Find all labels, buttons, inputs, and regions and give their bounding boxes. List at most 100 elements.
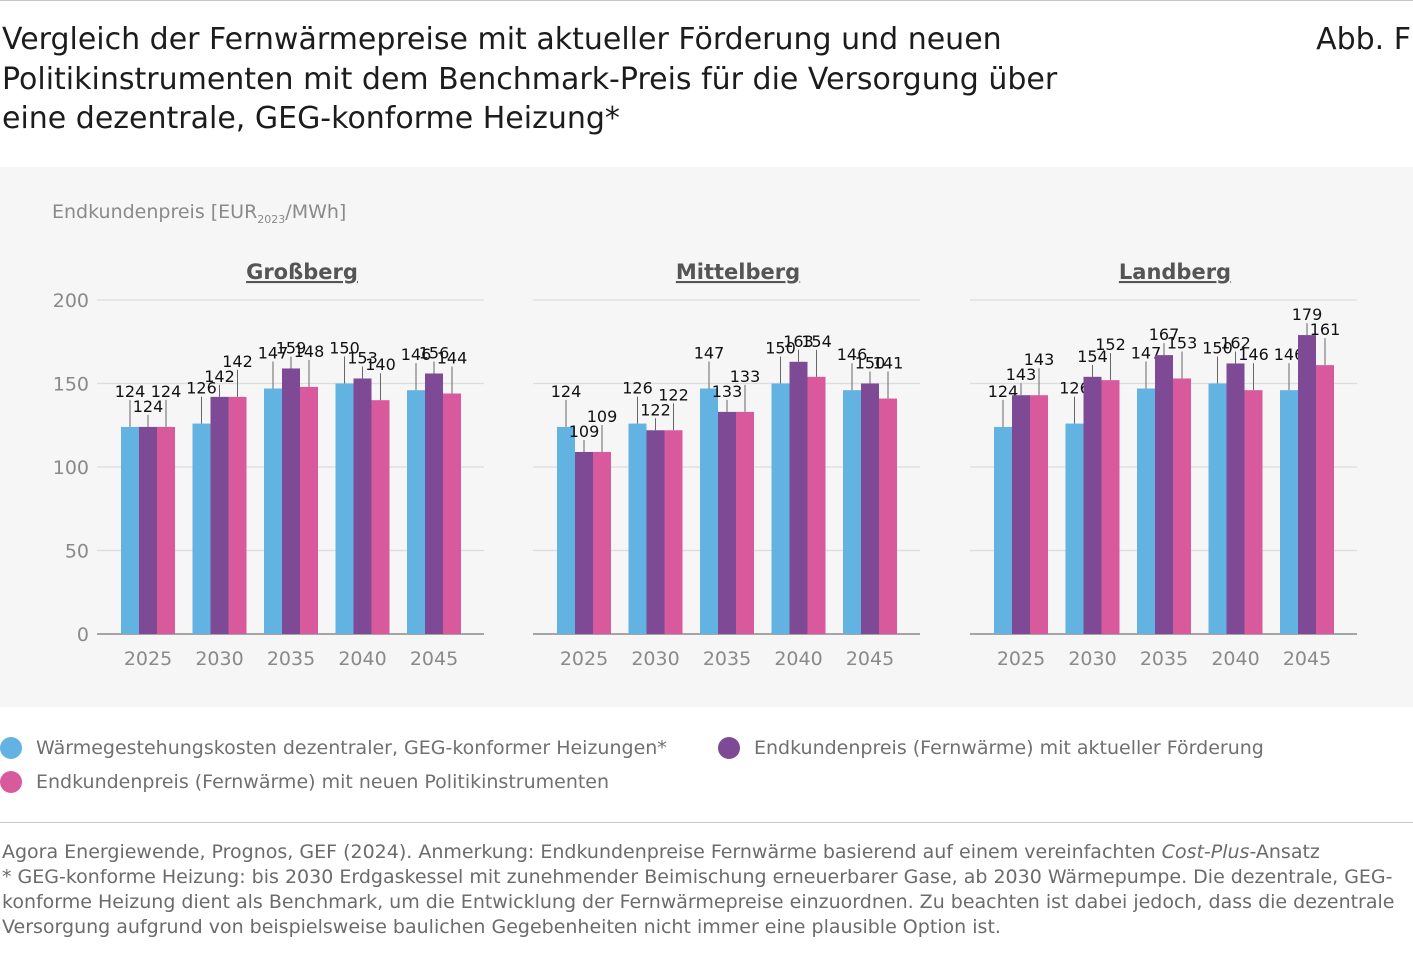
data-label: 122 — [658, 385, 689, 404]
panel-title: Großberg — [246, 260, 358, 284]
bar — [575, 451, 593, 634]
bar — [789, 361, 808, 634]
x-tick-label: 2040 — [1211, 648, 1259, 670]
x-tick-label: 2025 — [997, 648, 1045, 670]
x-tick-label: 2040 — [774, 648, 822, 670]
y-tick-label: 150 — [53, 374, 89, 396]
data-label: 146 — [837, 345, 868, 364]
data-label: 150 — [1202, 339, 1233, 358]
source-divider — [0, 822, 1413, 823]
legend-item-benchmark: Wärmegestehungskosten dezentraler, GEG-k… — [0, 737, 667, 759]
bar — [994, 426, 1012, 634]
x-tick-label: 2035 — [1140, 648, 1188, 670]
data-label: 109 — [587, 407, 618, 426]
bar — [210, 396, 229, 634]
data-label: 126 — [186, 379, 217, 398]
bar — [843, 390, 861, 634]
source-line: Agora Energiewende, Prognos, GEF (2024).… — [2, 840, 1402, 865]
data-label: 161 — [1310, 320, 1341, 339]
chart-panel: Endkundenpreis [EUR2023/MWh] 0 50 100 150 200… — [0, 167, 1413, 707]
bar — [443, 393, 461, 634]
bar — [1137, 388, 1155, 634]
bar — [1280, 390, 1298, 634]
source-note: * GEG-konforme Heizung: bis 2030 Erdgask… — [2, 866, 1395, 938]
legend-dot-blue — [0, 737, 22, 759]
data-label: 126 — [622, 379, 653, 398]
data-label: 142 — [204, 367, 235, 386]
legend: Wärmegestehungskosten dezentraler, GEG-k… — [0, 730, 1413, 800]
data-label: 156 — [419, 343, 450, 362]
data-label: 143 — [1006, 365, 1037, 384]
bar — [371, 400, 390, 634]
data-label: 122 — [640, 400, 671, 419]
bar — [121, 426, 139, 634]
bar — [1316, 365, 1334, 634]
y-tick-label: 200 — [53, 290, 89, 312]
bar — [228, 396, 247, 634]
x-tick-label: 2030 — [195, 648, 243, 670]
legend-dot-pink — [0, 771, 22, 793]
x-tick-label: 2030 — [1068, 648, 1116, 670]
source-prefix: Agora Energiewende, Prognos, GEF (2024).… — [2, 841, 1162, 863]
panel-title: Mittelberg — [676, 260, 800, 284]
bar — [1298, 335, 1316, 634]
data-label: 147 — [258, 344, 289, 363]
legend-item-new: Endkundenpreis (Fernwärme) mit neuen Pol… — [0, 771, 609, 793]
bar — [718, 411, 736, 634]
x-tick-label: 2035 — [267, 648, 315, 670]
bar — [736, 411, 754, 634]
bar — [879, 398, 897, 634]
bar — [646, 430, 665, 634]
panel-title: Landberg — [1119, 260, 1231, 284]
bar — [1226, 363, 1245, 634]
y-axis-label: Endkundenpreis [EUR2023/MWh] — [52, 201, 346, 226]
bar — [664, 430, 683, 634]
source-notes: Agora Energiewende, Prognos, GEF (2024).… — [2, 840, 1402, 940]
y-tick-label: 0 — [77, 624, 89, 646]
bar — [557, 426, 575, 634]
top-rule — [0, 0, 1413, 1]
bar — [335, 383, 354, 634]
chart-title: Vergleich der Fernwärmepreise mit aktuel… — [2, 22, 1058, 136]
data-label: 152 — [1095, 335, 1126, 354]
x-tick-label: 2035 — [703, 648, 751, 670]
data-label: 146 — [401, 345, 432, 364]
data-label: 179 — [1292, 305, 1323, 324]
bar — [157, 426, 175, 634]
bar — [1173, 378, 1191, 634]
chart-svg: Endkundenpreis [EUR2023/MWh] 0 50 100 150 200… — [52, 201, 1357, 670]
data-label: 124 — [115, 382, 146, 401]
source-suffix: -Ansatz — [1249, 841, 1320, 863]
bar — [264, 388, 282, 634]
data-label: 163 — [783, 332, 814, 351]
bar — [700, 388, 718, 634]
bar — [1030, 395, 1048, 634]
data-label: 147 — [1131, 344, 1162, 363]
data-label: 153 — [347, 348, 378, 367]
source-italic: Cost-Plus — [1161, 841, 1250, 863]
bar — [1101, 380, 1120, 634]
data-label: 133 — [730, 367, 761, 386]
data-label: 150 — [855, 354, 886, 373]
bar — [353, 378, 372, 634]
data-label: 133 — [712, 382, 743, 401]
data-label: 147 — [694, 344, 725, 363]
x-tick-label: 2025 — [124, 648, 172, 670]
bar — [282, 368, 300, 634]
bar — [771, 383, 790, 634]
bar — [1155, 355, 1173, 634]
bar — [1065, 423, 1084, 634]
data-label: 150 — [765, 339, 796, 358]
bar — [192, 423, 211, 634]
data-label: 154 — [1077, 347, 1108, 366]
bar — [407, 390, 425, 634]
data-label: 146 — [1238, 345, 1269, 364]
data-label: 126 — [1059, 379, 1090, 398]
legend-label-benchmark: Wärmegestehungskosten dezentraler, GEG-k… — [36, 737, 667, 759]
data-label: 142 — [222, 352, 253, 371]
x-tick-label: 2045 — [1283, 648, 1331, 670]
bar — [1244, 390, 1263, 634]
y-tick-label: 50 — [65, 541, 89, 563]
legend-label-new: Endkundenpreis (Fernwärme) mit neuen Pol… — [36, 771, 610, 793]
data-label: 154 — [801, 332, 832, 351]
